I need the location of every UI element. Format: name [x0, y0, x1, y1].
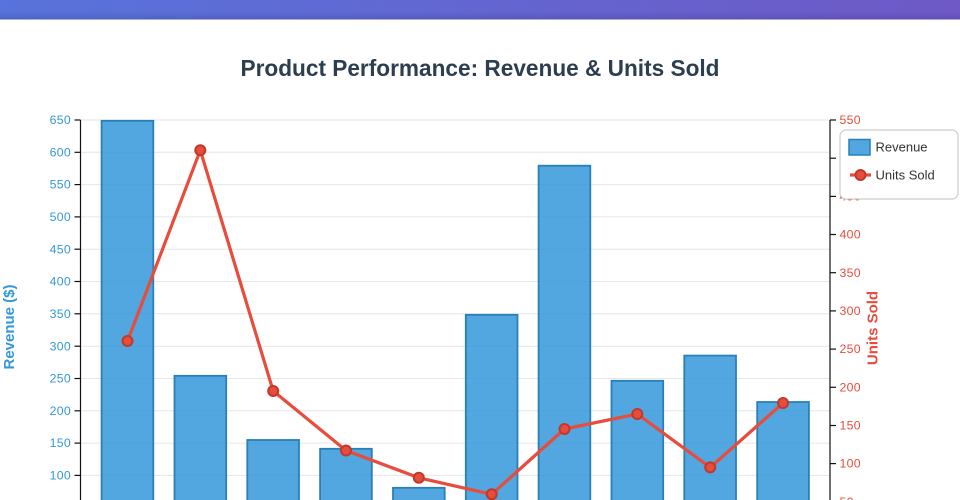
svg-text:350: 350 — [50, 307, 71, 321]
svg-text:Units Sold: Units Sold — [865, 291, 882, 365]
svg-text:100: 100 — [50, 468, 71, 482]
svg-text:600: 600 — [50, 145, 71, 159]
svg-text:400: 400 — [50, 275, 71, 289]
svg-text:50: 50 — [840, 495, 854, 500]
svg-text:250: 250 — [840, 342, 861, 356]
svg-text:100: 100 — [840, 457, 861, 471]
svg-text:400: 400 — [840, 228, 861, 242]
svg-text:200: 200 — [50, 404, 71, 418]
svg-text:450: 450 — [50, 242, 71, 256]
svg-text:150: 150 — [50, 436, 71, 450]
svg-text:550: 550 — [840, 113, 861, 127]
svg-text:Revenue ($): Revenue ($) — [1, 284, 18, 369]
svg-text:300: 300 — [50, 339, 71, 353]
svg-text:Product Performance: Revenue &: Product Performance: Revenue & Units Sol… — [241, 55, 720, 81]
svg-text:300: 300 — [840, 304, 861, 318]
svg-text:250: 250 — [50, 372, 71, 386]
svg-text:350: 350 — [840, 266, 861, 280]
svg-text:200: 200 — [840, 380, 861, 394]
svg-text:Units Sold: Units Sold — [876, 167, 935, 182]
svg-text:550: 550 — [50, 178, 71, 192]
svg-text:650: 650 — [50, 113, 71, 127]
svg-text:Revenue: Revenue — [876, 139, 928, 154]
svg-text:150: 150 — [840, 419, 861, 433]
svg-text:500: 500 — [50, 210, 71, 224]
